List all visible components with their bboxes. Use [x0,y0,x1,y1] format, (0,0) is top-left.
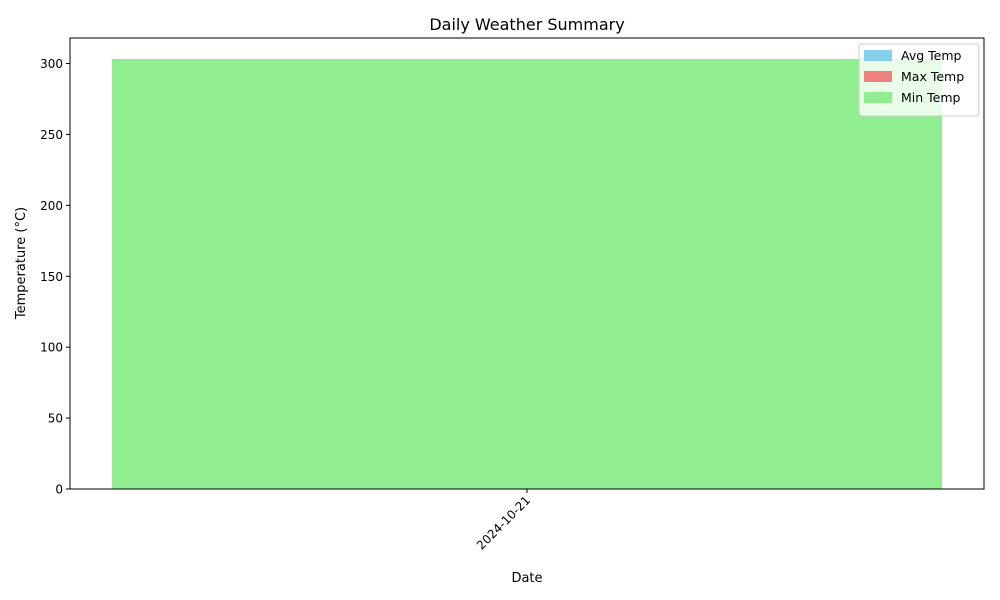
y-axis: 0 50 100 150 200 250 300 [40,57,70,497]
legend: Avg Temp Max Temp Min Temp [858,43,980,117]
bar-min-temp [112,59,942,489]
legend-swatch [864,71,892,82]
bars-group [112,59,942,489]
y-tick-label: 300 [40,57,63,71]
legend-swatch [864,50,892,61]
legend-label: Avg Temp [901,48,962,63]
y-tick-label: 50 [48,412,63,426]
legend-label: Max Temp [901,69,964,84]
legend-swatch [864,92,892,103]
y-tick-label: 200 [40,199,63,213]
x-axis-label: Date [511,571,542,586]
y-tick-label: 150 [40,270,63,284]
chart-title: Daily Weather Summary [429,15,624,34]
legend-label: Min Temp [901,90,961,105]
y-axis-label: Temperature (°C) [14,207,29,320]
y-tick-label: 0 [55,483,63,497]
y-tick-label: 250 [40,128,63,142]
y-tick-label: 100 [40,341,63,355]
